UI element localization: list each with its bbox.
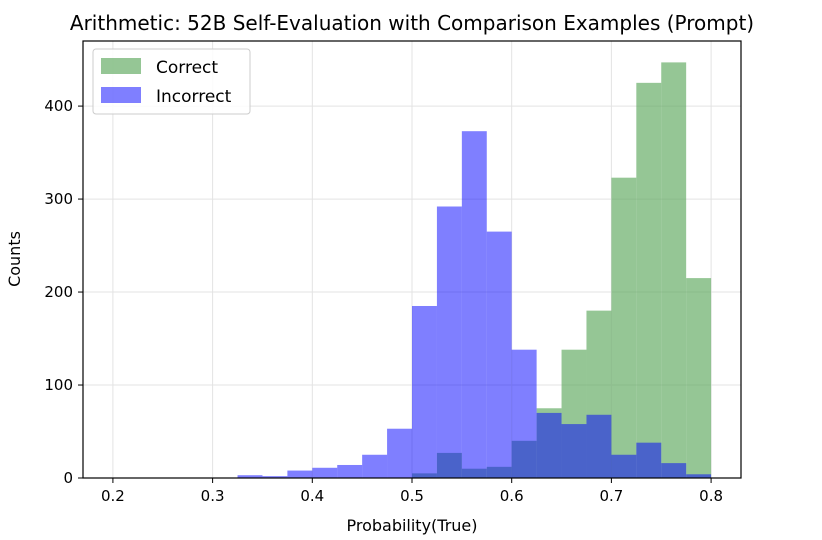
x-tick-label-3: 0.5 — [400, 487, 424, 505]
bar-incorrect-16 — [511, 349, 537, 478]
bar-incorrect-11 — [387, 428, 412, 478]
series-incorrect — [237, 131, 712, 478]
y-tick-label-1: 100 — [44, 376, 73, 394]
bar-incorrect-9 — [337, 464, 363, 478]
y-tick-label-4: 400 — [44, 97, 73, 115]
legend: Correct Incorrect — [92, 48, 251, 115]
bar-incorrect-7 — [287, 470, 313, 478]
y-tick-label-0: 0 — [63, 469, 73, 487]
bar-incorrect-6 — [262, 476, 288, 478]
bar-correct-20 — [611, 177, 637, 479]
x-tick-label-4: 0.6 — [500, 487, 524, 505]
legend-label-incorrect: Incorrect — [156, 87, 232, 107]
bar-incorrect-22 — [661, 463, 687, 478]
bar-incorrect-12 — [412, 305, 437, 478]
legend-swatch-incorrect — [101, 87, 141, 103]
bar-incorrect-14 — [461, 131, 487, 478]
legend-label-correct: Correct — [156, 58, 218, 78]
x-tick-label-1: 0.3 — [201, 487, 225, 505]
bar-correct-23 — [686, 278, 712, 478]
bar-correct-21 — [636, 82, 662, 478]
x-tick-label-0: 0.2 — [101, 487, 125, 505]
y-tick-label-2: 200 — [44, 283, 73, 301]
chart-title: Arithmetic: 52B Self-Evaluation with Com… — [70, 11, 754, 35]
y-tick-label-3: 300 — [44, 190, 73, 208]
bar-incorrect-19 — [586, 414, 612, 478]
bar-incorrect-15 — [486, 231, 512, 478]
bar-incorrect-17 — [536, 412, 562, 478]
bar-correct-22 — [661, 62, 687, 479]
bar-incorrect-23 — [686, 474, 712, 478]
bar-incorrect-13 — [436, 206, 462, 478]
bar-incorrect-5 — [237, 475, 263, 478]
bar-incorrect-18 — [561, 424, 587, 478]
x-axis-label: Probability(True) — [346, 516, 477, 535]
bars-layer — [237, 62, 712, 479]
x-tick-label-6: 0.8 — [699, 487, 723, 505]
y-axis-label: Counts — [5, 231, 24, 287]
bar-incorrect-10 — [362, 454, 388, 478]
y-axis-ticks: 0 100 200 300 400 — [44, 97, 83, 487]
x-tick-label-5: 0.7 — [599, 487, 623, 505]
bar-incorrect-21 — [636, 442, 662, 478]
legend-swatch-correct — [101, 58, 141, 74]
bar-incorrect-8 — [312, 467, 338, 478]
bar-incorrect-20 — [611, 454, 637, 478]
x-axis-ticks: 0.2 0.3 0.4 0.5 0.6 0.7 0.8 — [101, 478, 723, 505]
x-tick-label-2: 0.4 — [300, 487, 324, 505]
